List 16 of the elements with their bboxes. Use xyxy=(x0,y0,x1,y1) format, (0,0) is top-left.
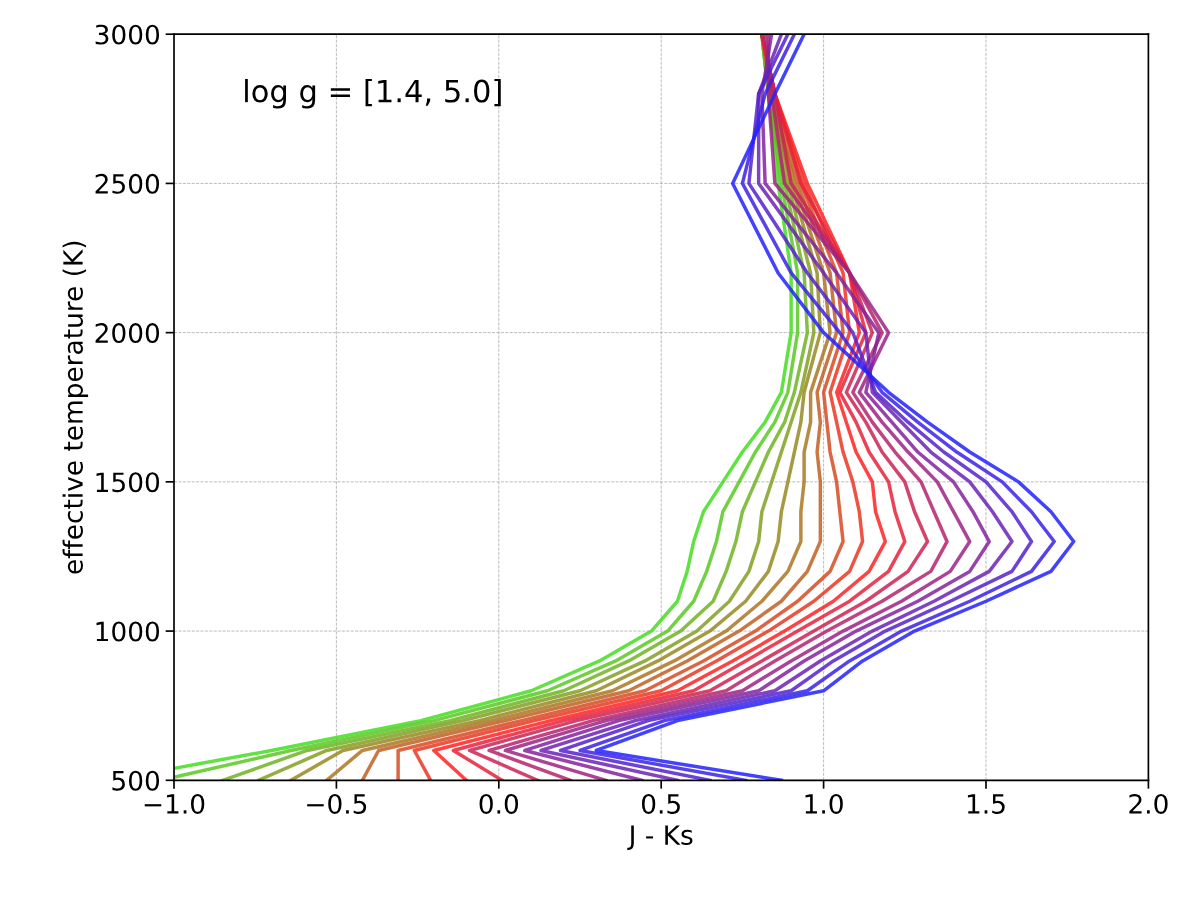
x-tick-label: 2.0 xyxy=(1129,793,1168,814)
annotation: log g = [1.4, 5.0] xyxy=(245,78,501,109)
y-axis-title: effective temperature (K) xyxy=(62,241,89,574)
y-tick-label: 2000 xyxy=(95,323,160,344)
y-tick-label: 3000 xyxy=(95,24,160,45)
y-tick-label: 1500 xyxy=(96,472,160,493)
x-tick-label: 0.0 xyxy=(479,793,519,814)
x-tick-label: 1.5 xyxy=(967,794,1005,814)
x-tick-label: 0.5 xyxy=(641,793,680,814)
x-tick-label: −1.0 xyxy=(144,793,205,814)
y-tick-label: 2500 xyxy=(95,173,160,194)
x-tick-label: −0.5 xyxy=(307,793,367,814)
x-tick-label: 1.0 xyxy=(805,793,843,814)
y-tick-label: 1000 xyxy=(96,621,160,642)
x-axis-title: J - Ks xyxy=(627,825,693,850)
y-tick-label: 500 xyxy=(112,770,160,791)
